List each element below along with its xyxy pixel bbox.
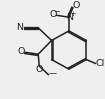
Text: O: O <box>49 10 56 19</box>
Text: —: — <box>49 69 57 78</box>
Text: Cl: Cl <box>95 59 104 68</box>
Text: N: N <box>16 23 23 32</box>
Text: N: N <box>66 13 73 22</box>
Text: −: − <box>53 7 59 16</box>
Text: O: O <box>35 65 43 74</box>
Text: O: O <box>72 1 80 10</box>
Text: +: + <box>70 11 76 17</box>
Text: O: O <box>17 47 24 56</box>
